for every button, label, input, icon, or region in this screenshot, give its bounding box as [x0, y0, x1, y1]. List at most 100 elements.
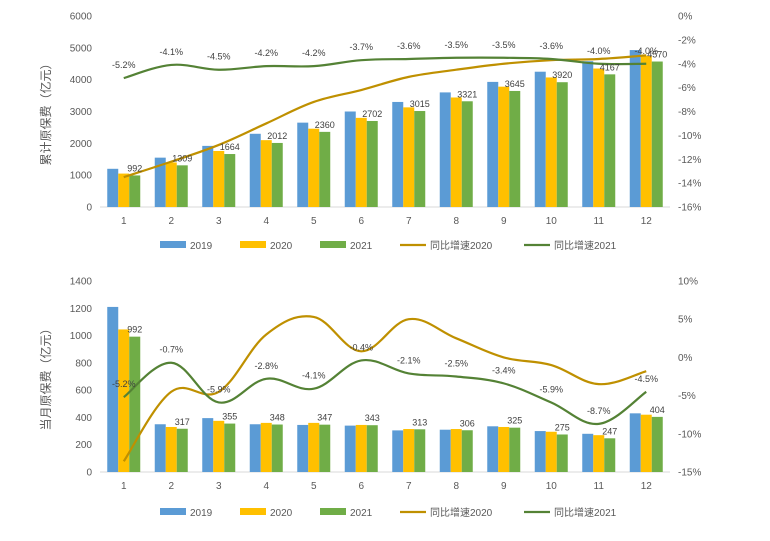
bar-2020 [640, 55, 652, 207]
bar-2021 [461, 101, 473, 207]
y-tick-label: 0 [86, 203, 92, 214]
bar-2019 [582, 61, 594, 207]
x-tick-label: 1 [121, 481, 127, 492]
bar-data-label: 1309 [172, 153, 192, 163]
line-data-label: -4.1% [159, 47, 183, 57]
bar-2021 [556, 434, 568, 472]
bar-data-label: 404 [650, 405, 665, 415]
bar-data-label: 3015 [410, 99, 430, 109]
bar-2021 [556, 82, 568, 207]
bar-2021 [176, 428, 188, 472]
line-data-label: -3.4% [492, 365, 516, 375]
bar-2020 [545, 431, 557, 472]
bar-2021 [414, 111, 426, 207]
line-data-label: -5.2% [112, 379, 136, 389]
bar-2019 [344, 425, 356, 472]
bar-2021 [509, 90, 521, 207]
y-tick-label: 1400 [70, 277, 93, 288]
bar-data-label: 3920 [552, 70, 572, 80]
bar-data-label: 325 [507, 416, 522, 426]
bar-2021 [129, 336, 141, 472]
bar-2020 [593, 68, 605, 208]
y-tick-label: 2000 [70, 139, 93, 150]
bar-2020 [403, 429, 415, 472]
x-tick-label: 4 [263, 216, 269, 227]
bar-2020 [355, 424, 367, 472]
bar-2020 [355, 117, 367, 207]
x-tick-label: 12 [641, 216, 653, 227]
line-data-label: -3.6% [539, 41, 563, 51]
x-tick-label: 4 [263, 481, 269, 492]
bar-2020 [545, 77, 557, 208]
bar-2019 [107, 306, 119, 472]
bar-2020 [593, 435, 605, 472]
bar-data-label: 275 [555, 422, 570, 432]
y-tick-label: 0 [86, 468, 92, 479]
bar-2019 [534, 431, 546, 472]
y-tick-label: 6000 [70, 12, 93, 23]
line-data-label: -8.7% [587, 406, 611, 416]
bar-data-label: 4570 [647, 50, 667, 60]
bar-data-label: 4167 [600, 62, 620, 72]
line-data-label: -4.2% [302, 48, 326, 58]
line-data-label: -2.1% [397, 355, 421, 365]
line-data-label: -3.5% [492, 40, 516, 50]
bar-2019 [629, 50, 641, 207]
legend-label: 同比增速2021 [554, 506, 617, 519]
legend-label: 2021 [350, 241, 373, 252]
line-data-label: -3.6% [397, 41, 421, 51]
bar-data-label: 306 [460, 418, 475, 428]
bar-2020 [450, 429, 462, 472]
x-tick-label: 8 [453, 481, 459, 492]
bar-2021 [224, 423, 236, 472]
line-data-label: -0.7% [159, 345, 183, 355]
legend-swatch [240, 508, 266, 515]
bar-data-label: 313 [412, 417, 427, 427]
bar-2020 [260, 422, 272, 472]
bar-2020 [165, 162, 177, 207]
x-tick-label: 10 [546, 216, 558, 227]
x-tick-label: 9 [501, 216, 507, 227]
bar-2020 [118, 329, 130, 472]
legend-label: 2020 [270, 508, 293, 519]
x-tick-label: 6 [358, 481, 364, 492]
y-tick-label: 3000 [70, 107, 93, 118]
bar-2019 [392, 430, 404, 472]
y2-tick-label: -8% [678, 107, 696, 118]
bar-2021 [176, 165, 188, 207]
bar-2019 [297, 122, 309, 207]
bar-data-label: 3321 [457, 89, 477, 99]
bar-data-label: 355 [222, 412, 237, 422]
bar-2019 [534, 71, 546, 207]
x-tick-label: 7 [406, 216, 412, 227]
y-tick-label: 200 [75, 440, 92, 451]
line-data-label: -2.8% [254, 361, 278, 371]
legend-label: 2021 [350, 508, 373, 519]
bar-2021 [461, 430, 473, 472]
bar-2019 [297, 424, 309, 472]
bar-2021 [319, 131, 331, 207]
x-tick-label: 3 [216, 481, 222, 492]
bar-2020 [213, 420, 225, 472]
line-data-label: -4.2% [254, 48, 278, 58]
legend-swatch [160, 508, 186, 515]
x-tick-label: 5 [311, 481, 317, 492]
bar-2019 [629, 413, 641, 472]
x-tick-label: 6 [358, 216, 364, 227]
y-axis-title: 当月原保费（亿元） [38, 322, 53, 430]
y-axis-title: 累计原保费（亿元） [38, 57, 53, 165]
x-tick-label: 5 [311, 216, 317, 227]
bar-2021 [604, 74, 616, 208]
legend-label: 同比增速2021 [554, 239, 617, 252]
bar-2021 [414, 429, 426, 472]
bar-2019 [249, 133, 261, 207]
line-同比增速2021 [123, 56, 647, 80]
bar-data-label: 317 [175, 417, 190, 427]
y2-tick-label: -14% [678, 179, 701, 190]
line-data-label: -4.0% [587, 46, 611, 56]
bar-2019 [487, 426, 499, 472]
y2-tick-label: -10% [678, 131, 701, 142]
bar-data-label: 348 [270, 413, 285, 423]
bar-data-label: 2360 [315, 120, 335, 130]
